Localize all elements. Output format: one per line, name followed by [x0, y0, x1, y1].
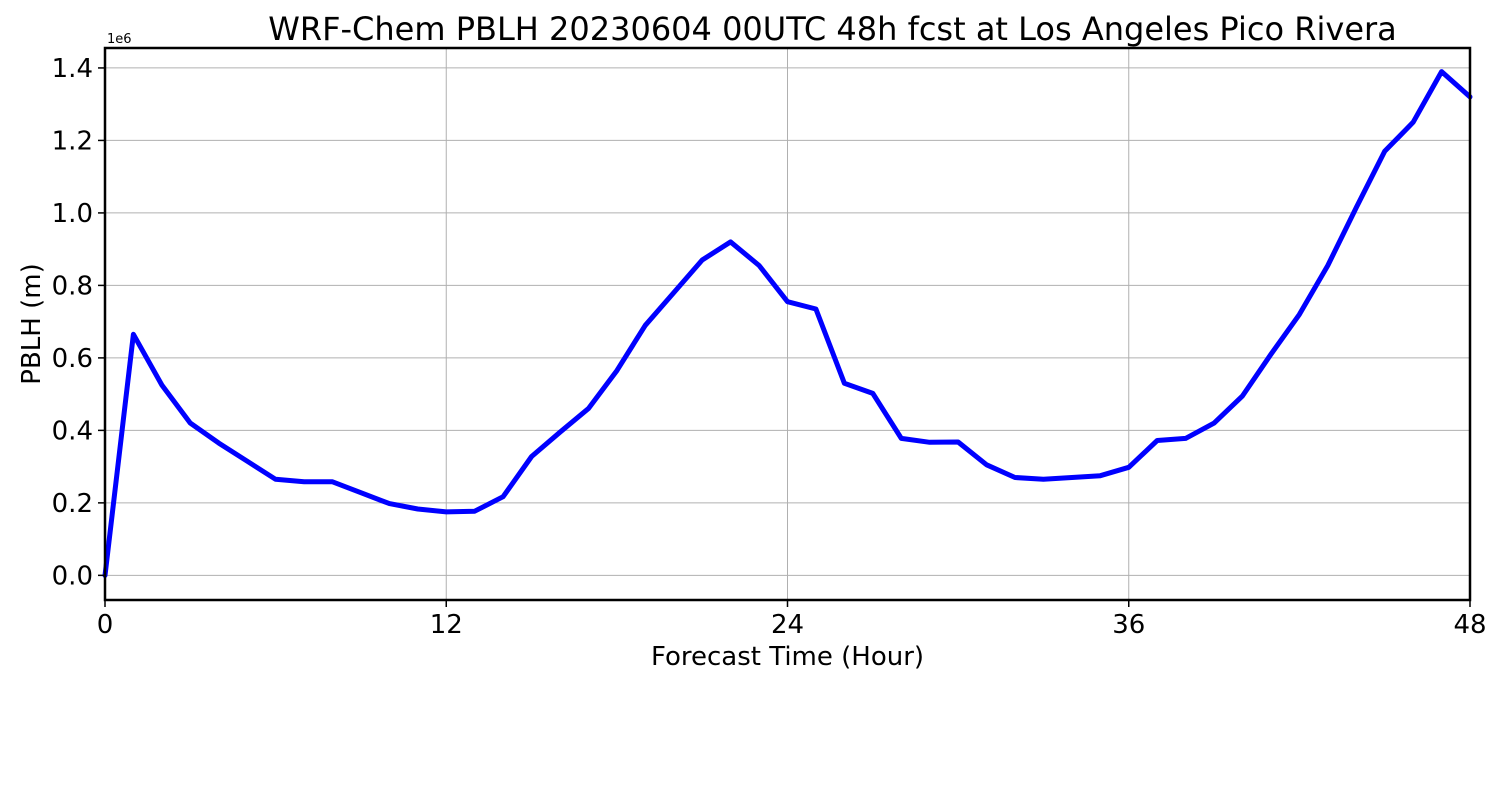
chart-title: WRF-Chem PBLH 20230604 00UTC 48h fcst at… [268, 10, 1397, 48]
ticks: 0 12 24 36 48 0.0 0.2 0.4 0.6 0.8 1.0 1.2 1.4 [52, 54, 1487, 640]
y-tick-label: 1.0 [52, 199, 93, 229]
x-tick-label: 36 [1112, 610, 1145, 640]
y-tick-label: 1.2 [52, 126, 93, 156]
x-tick-label: 0 [97, 610, 114, 640]
y-axis-label: PBLH (m) [17, 263, 47, 384]
y-tick-label: 1.4 [52, 54, 93, 84]
x-tick-label: 24 [771, 610, 804, 640]
y-tick-label: 0.6 [52, 344, 93, 374]
y-tick-label: 0.0 [52, 561, 93, 591]
y-axis-offset-label: 1e6 [107, 32, 132, 47]
y-tick-label: 0.8 [52, 271, 93, 301]
series-layer [102, 69, 1473, 578]
x-tick-label: 48 [1453, 610, 1486, 640]
series-line [102, 69, 1473, 578]
y-tick-label: 0.4 [52, 416, 93, 446]
y-tick-label: 0.2 [52, 489, 93, 519]
x-tick-label: 12 [430, 610, 463, 640]
x-axis-label: Forecast Time (Hour) [651, 642, 924, 672]
grid [104, 48, 1471, 600]
